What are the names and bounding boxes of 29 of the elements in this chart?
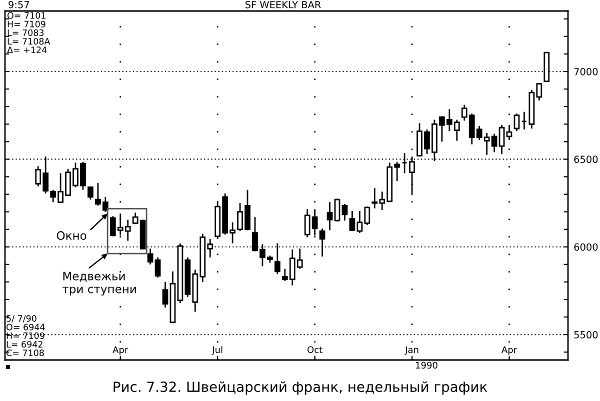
candlestick [498, 124, 505, 155]
y-tick-label: 5500 [574, 331, 598, 338]
x-tick-label: Jul [212, 346, 222, 355]
candlestick [334, 198, 340, 222]
y-tick-label: 6000 [574, 243, 598, 251]
candlestick [514, 112, 520, 132]
x-tick-label: Jan [404, 346, 418, 355]
candlestick [506, 124, 512, 141]
candlestick [342, 203, 348, 222]
y-tick-label: 7000 [574, 68, 598, 76]
candlestick [88, 186, 94, 200]
annotation: O= 7101 H= 7109 L= 7083 L= 7108A Δ= +124 [7, 12, 50, 54]
y-tick-label: 6500 [574, 156, 598, 164]
candlestick [326, 201, 333, 231]
candlestick [162, 281, 168, 308]
chart-title: SF WEEKLY BAR [245, 0, 321, 8]
candlestick [147, 248, 154, 266]
candlestick [319, 228, 326, 258]
text: 9:57 [8, 0, 29, 8]
text: Рис. 7.32. Швейцарский франк, недельный график [114, 381, 488, 395]
x-tick-label: Oct [308, 346, 322, 354]
x-tick-label: Apr [112, 346, 128, 355]
candlestick [154, 256, 161, 278]
text: 1990 [416, 362, 438, 369]
annotation: Медвежьи три ступени [62, 272, 136, 296]
x-tick-label: Apr [502, 346, 518, 355]
annotation: 5/ 7/90 O= 6944 H= 7109 L= 6942 C= 7108 [6, 315, 45, 356]
candlestick [491, 133, 498, 153]
annotation: Окно [56, 231, 86, 240]
